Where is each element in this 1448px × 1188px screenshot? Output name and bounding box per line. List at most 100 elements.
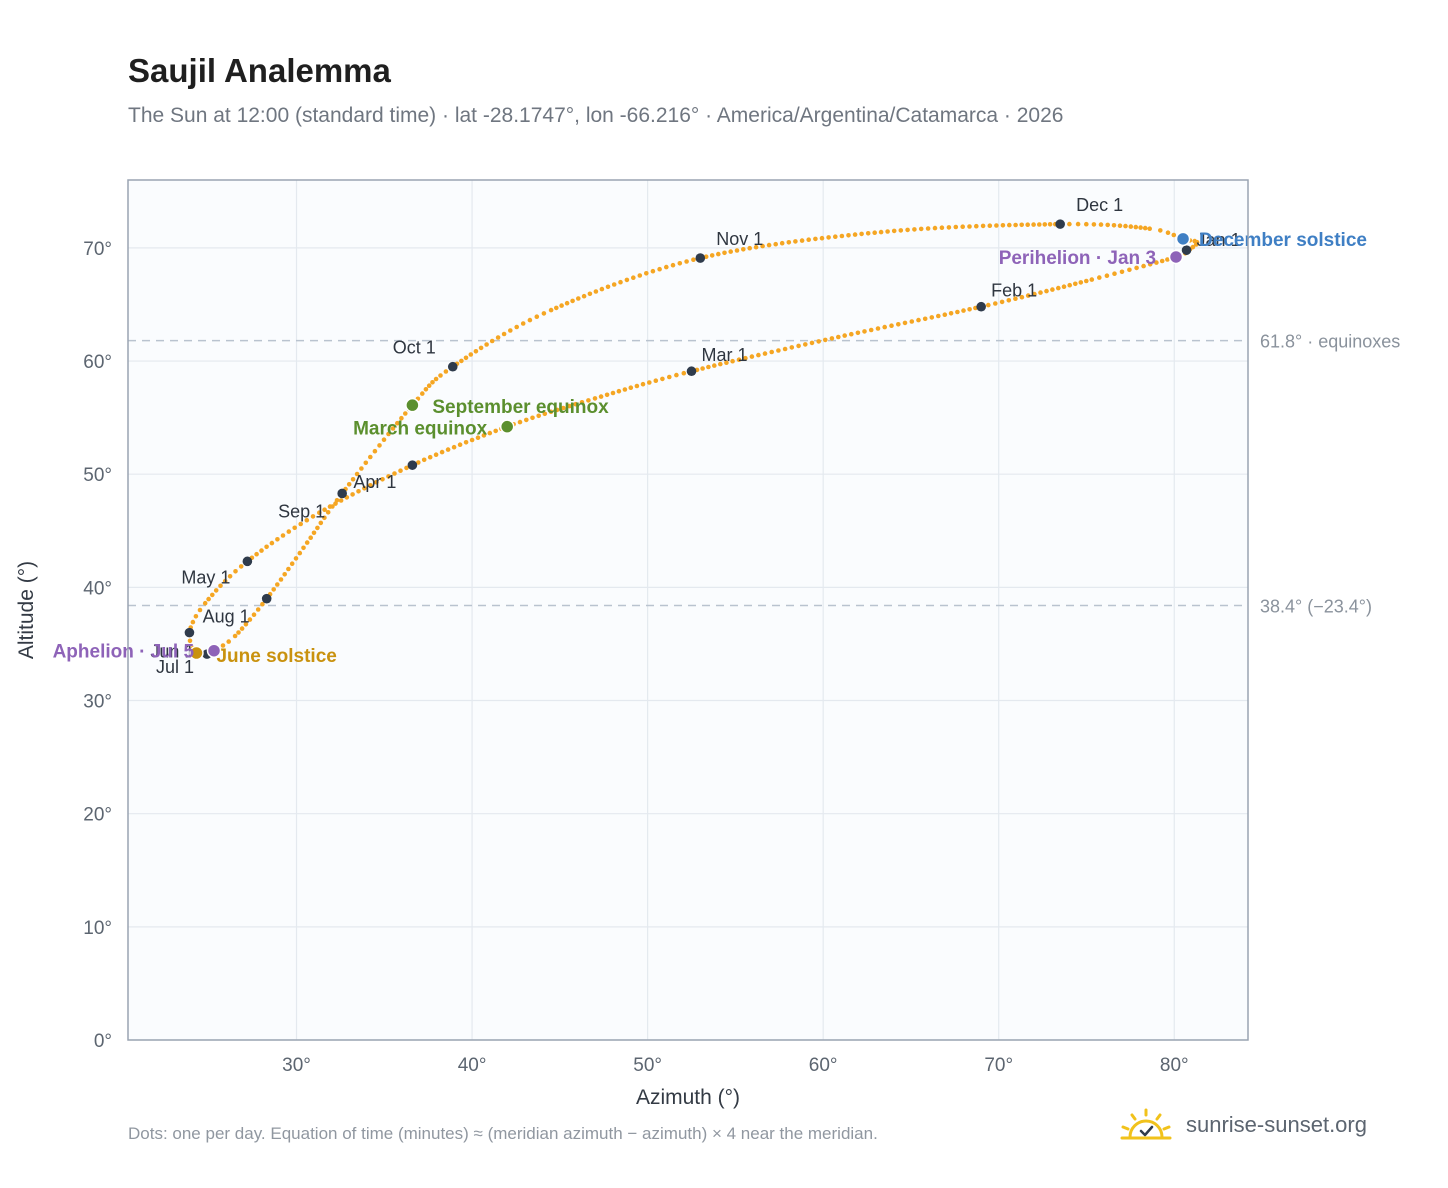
daily-sun-dot	[980, 223, 986, 229]
daily-sun-dot	[426, 383, 432, 389]
event-marker-label: June solstice	[216, 646, 336, 667]
daily-sun-dot	[586, 398, 591, 403]
brand-logo[interactable]: sunrise-sunset.org	[1120, 1100, 1367, 1150]
daily-sun-dot	[1127, 267, 1132, 273]
y-tick-label: 40°	[83, 578, 112, 599]
daily-sun-dot	[493, 428, 499, 434]
x-tick-label: 70°	[984, 1055, 1013, 1076]
daily-sun-dot	[386, 431, 391, 437]
month-marker-dot	[261, 593, 272, 604]
daily-sun-dot	[403, 411, 408, 416]
daily-sun-dot	[239, 626, 245, 631]
daily-sun-dot	[852, 232, 858, 237]
daily-sun-dot	[1165, 230, 1171, 235]
month-marker-dot	[1055, 219, 1065, 229]
daily-sun-dot	[1091, 222, 1097, 227]
daily-sun-dot	[1013, 296, 1018, 302]
daily-sun-dot	[581, 293, 587, 299]
y-tick-label: 0°	[94, 1031, 112, 1052]
daily-sun-dot	[416, 460, 421, 465]
daily-sun-dot	[463, 355, 469, 361]
daily-sun-dot	[1056, 285, 1061, 291]
daily-sun-dot	[650, 268, 656, 274]
daily-sun-dot	[1128, 224, 1134, 229]
daily-sun-dot	[1078, 280, 1084, 285]
daily-sun-dot	[232, 633, 238, 639]
month-marker-label: Feb 1	[991, 281, 1037, 301]
daily-sun-dot	[495, 335, 501, 340]
daily-sun-dot	[489, 338, 495, 344]
daily-sun-dot	[816, 339, 821, 344]
daily-sun-dot	[438, 373, 443, 378]
daily-sun-dot	[445, 447, 451, 452]
daily-sun-dot	[813, 236, 818, 242]
x-tick-label: 80°	[1160, 1055, 1189, 1076]
daily-sun-dot	[1105, 222, 1110, 228]
daily-sun-dot	[1147, 262, 1153, 267]
daily-sun-dot	[315, 525, 320, 531]
month-marker-label: Nov 1	[716, 229, 763, 249]
daily-sun-dot	[616, 388, 622, 394]
month-marker-label: Apr 1	[353, 472, 396, 492]
daily-sun-dot	[451, 444, 457, 450]
daily-sun-dot	[1138, 225, 1143, 230]
daily-sun-dot	[667, 374, 672, 380]
daily-sun-dot	[264, 544, 269, 550]
daily-sun-dot	[1098, 222, 1104, 227]
daily-sun-dot	[330, 504, 335, 509]
daily-sun-dot	[859, 231, 864, 237]
daily-sun-dot	[457, 442, 463, 448]
daily-sun-dot	[334, 498, 340, 503]
daily-sun-dot	[872, 230, 877, 235]
daily-sun-dot	[640, 381, 646, 387]
x-tick-label: 50°	[633, 1055, 662, 1076]
daily-sun-dot	[372, 448, 378, 454]
daily-sun-dot	[487, 430, 493, 436]
daily-sun-dot	[322, 507, 327, 512]
month-marker-dot	[976, 301, 986, 312]
month-marker-label: Jun 1	[150, 642, 194, 662]
daily-sun-dot	[554, 305, 559, 311]
daily-sun-dot	[561, 405, 566, 411]
daily-sun-dot	[1037, 222, 1042, 227]
daily-sun-dot	[684, 259, 689, 264]
daily-sun-dot	[527, 317, 533, 323]
daily-sun-dot	[308, 535, 314, 540]
daily-sun-dot	[999, 299, 1005, 305]
daily-sun-dot	[875, 326, 881, 331]
daily-sun-dot	[1032, 291, 1037, 297]
daily-sun-dot	[929, 315, 935, 320]
daily-sun-dot	[1193, 242, 1199, 247]
daily-sun-dot	[381, 437, 387, 443]
daily-sun-dot	[922, 316, 928, 322]
daily-sun-dot	[304, 517, 310, 523]
daily-sun-dot	[1112, 271, 1117, 277]
daily-sun-dot	[918, 226, 924, 232]
daily-sun-dot	[1159, 258, 1165, 264]
daily-sun-dot	[865, 231, 871, 236]
x-tick-label: 60°	[809, 1055, 838, 1076]
daily-sun-dot	[839, 233, 845, 239]
daily-sun-dot	[573, 401, 578, 407]
daily-sun-dot	[1025, 222, 1030, 227]
daily-sun-dot	[1067, 221, 1072, 227]
daily-sun-dot	[469, 437, 475, 443]
daily-sun-dot	[776, 348, 781, 353]
month-marker-dot	[337, 488, 347, 499]
chart-title: Saujil Analemma	[128, 52, 391, 89]
daily-sun-dot	[760, 243, 765, 249]
daily-sun-dot	[993, 301, 998, 306]
event-markers: December solstice Perihelion · Jan 3 March…	[53, 230, 1367, 667]
daily-sun-dot	[909, 319, 915, 324]
daily-sun-dot	[664, 264, 669, 270]
daily-sun-dot	[473, 349, 479, 354]
daily-sun-dot	[222, 578, 228, 584]
daily-sun-dot	[796, 343, 801, 349]
daily-sun-dot	[433, 376, 439, 382]
daily-sun-dot	[611, 282, 617, 287]
daily-sun-dot	[368, 454, 373, 460]
daily-sun-dot	[443, 369, 449, 374]
month-marker-dot	[695, 253, 706, 263]
x-tick-label: 40°	[458, 1055, 487, 1076]
